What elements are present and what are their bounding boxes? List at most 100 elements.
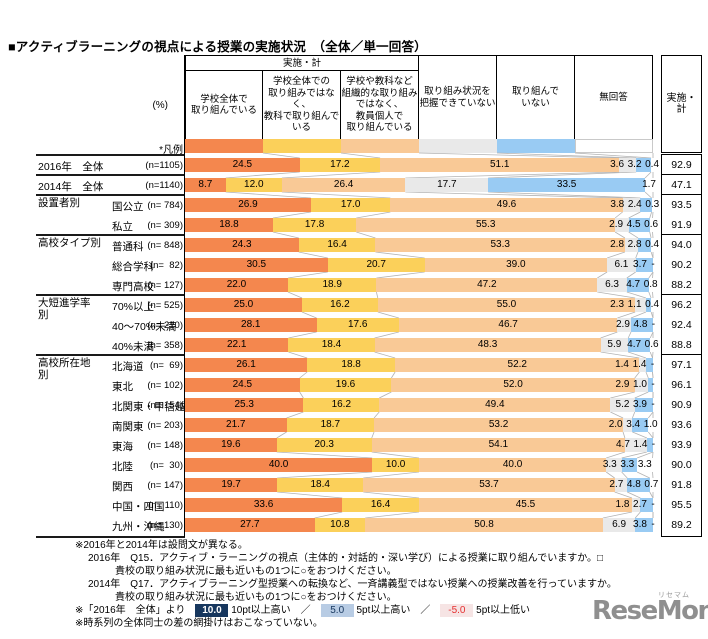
bar-segment-2 bbox=[314, 518, 366, 532]
bar-value-label: 55.0 bbox=[496, 299, 517, 310]
row-label: 関西 bbox=[112, 481, 133, 493]
bar-value-label: 16.4 bbox=[327, 239, 347, 250]
row-n-label: (n= 848) bbox=[147, 240, 183, 251]
bar-value-label: 20.7 bbox=[366, 259, 386, 270]
row-label: 中国・四国 bbox=[112, 501, 165, 513]
bar-value-label: 21.7 bbox=[226, 419, 246, 430]
row-label: 40～70%未満 bbox=[112, 321, 177, 333]
bar-value-label: 24.5 bbox=[232, 379, 253, 390]
header-col-6: 無回答 bbox=[575, 55, 653, 140]
row-total-value: 91.9 bbox=[671, 219, 692, 231]
legend-row-label: *凡例 bbox=[159, 145, 183, 156]
bar-value-label: 5.2 bbox=[615, 399, 630, 410]
bar-value-label: 1.0 bbox=[633, 379, 647, 390]
row-n-label: (n= 784) bbox=[147, 200, 183, 211]
group-separator-line bbox=[36, 194, 185, 196]
bar-value-label: 20.3 bbox=[314, 439, 334, 450]
bar-value-label: - bbox=[651, 319, 656, 330]
bar-segment-2 bbox=[288, 338, 375, 352]
bar-value-label: 33.5 bbox=[556, 179, 577, 190]
bar-segment-1 bbox=[185, 438, 277, 452]
group-separator-line bbox=[36, 536, 185, 538]
bar-value-label: 18.4 bbox=[321, 339, 342, 350]
bar-segment-2 bbox=[302, 298, 378, 312]
group-separator-line bbox=[36, 294, 185, 296]
row-label: 2014年 全体 bbox=[38, 181, 104, 193]
bar-segment-1 bbox=[185, 278, 288, 292]
bar-segment-1 bbox=[185, 198, 311, 212]
bar-segment-2 bbox=[298, 238, 376, 252]
bar-segment-5 bbox=[632, 418, 649, 432]
bar-segment-3 bbox=[380, 158, 620, 172]
bar-segment-2 bbox=[277, 478, 364, 492]
row-label: 70%以上 bbox=[112, 301, 155, 313]
legend-swatch-5 bbox=[497, 139, 575, 153]
bar-value-label: 3.6 bbox=[610, 159, 625, 170]
bar-value-label: 0.4 bbox=[645, 159, 660, 170]
bar-value-label: 3.2 bbox=[627, 159, 642, 170]
row-n-label: (n= 69) bbox=[149, 360, 183, 371]
bar-segment-1 bbox=[185, 158, 300, 172]
bar-segment-3 bbox=[356, 218, 616, 232]
group-separator-line bbox=[36, 234, 185, 236]
row-total-value: 89.2 bbox=[671, 519, 692, 531]
bar-value-label: 2.4 bbox=[627, 199, 642, 210]
bar-value-label: 4.7 bbox=[627, 339, 642, 350]
bar-value-label: 49.6 bbox=[496, 199, 517, 210]
legend-swatch-6 bbox=[575, 139, 653, 153]
row-total-value: 90.2 bbox=[671, 259, 692, 271]
bar-segment-2 bbox=[372, 458, 419, 472]
bar-segment-5 bbox=[646, 438, 654, 452]
bar-segment-4 bbox=[624, 238, 638, 252]
bar-value-label: 2.9 bbox=[616, 319, 630, 330]
row-n-label: (n=1140) bbox=[145, 180, 183, 191]
bar-value-label: 48.3 bbox=[477, 339, 498, 350]
bar-segment-1 bbox=[185, 518, 315, 532]
bar-value-label: 4.7 bbox=[626, 279, 641, 290]
bar-value-label: 10.0 bbox=[385, 459, 406, 470]
bar-segment-2 bbox=[276, 438, 372, 452]
bar-value-label: 3.8 bbox=[610, 199, 625, 210]
legend-swatch-4 bbox=[419, 139, 497, 153]
row-total-value: 91.8 bbox=[671, 479, 692, 491]
bar-segment-1 bbox=[185, 498, 343, 512]
bar-value-label: 0.4 bbox=[645, 299, 660, 310]
row-label: 私立 bbox=[112, 221, 133, 233]
bar-segment-1 bbox=[185, 398, 304, 412]
bar-value-label: 24.5 bbox=[232, 159, 253, 170]
bar-segment-4 bbox=[405, 178, 489, 192]
footnote-line: 2014年 Q17．アクティブラーニング型授業への転換など、一斉講義型ではない授… bbox=[88, 579, 617, 590]
bar-segment-1 bbox=[185, 378, 300, 392]
bar-segment-2 bbox=[303, 398, 380, 412]
bar-value-label: 51.1 bbox=[489, 159, 510, 170]
row-total-value: 96.1 bbox=[671, 379, 692, 391]
bar-segment-2 bbox=[225, 178, 282, 192]
bar-value-label: 46.7 bbox=[498, 319, 518, 330]
bar-value-label: 1.1 bbox=[627, 299, 642, 310]
bar-value-label: 3.7 bbox=[633, 259, 647, 270]
header-col-5: 取り組んで いない bbox=[497, 55, 575, 140]
bar-value-label: 1.4 bbox=[633, 439, 648, 450]
row-label: 北陸 bbox=[112, 461, 133, 473]
row-label: 40%未満 bbox=[112, 341, 155, 353]
row-label: 北海道 bbox=[112, 361, 144, 373]
bar-segment-5 bbox=[640, 498, 653, 512]
bar-segment-4 bbox=[631, 498, 641, 512]
bar-value-label: 50.8 bbox=[474, 519, 494, 530]
bar-value-label: 3.9 bbox=[633, 399, 647, 410]
bar-segment-4 bbox=[597, 278, 627, 292]
bar-value-label: 2.8 bbox=[627, 239, 642, 250]
bar-value-label: 18.7 bbox=[320, 419, 341, 430]
bar-segment-4 bbox=[635, 298, 646, 312]
bar-segment-5 bbox=[631, 318, 654, 332]
bar-value-label: 17.8 bbox=[304, 219, 325, 230]
bar-value-label: 45.5 bbox=[515, 499, 536, 510]
row-total-value: 92.9 bbox=[671, 159, 692, 171]
row-n-label: (n= 30) bbox=[149, 460, 183, 471]
bar-value-label: 1.4 bbox=[632, 359, 647, 370]
bar-value-label: 6.3 bbox=[605, 279, 619, 290]
header-col-1: 学校全体で 取り組んでいる bbox=[185, 70, 263, 140]
bar-value-label: 4.8 bbox=[633, 319, 648, 330]
total-group-box bbox=[661, 354, 702, 537]
